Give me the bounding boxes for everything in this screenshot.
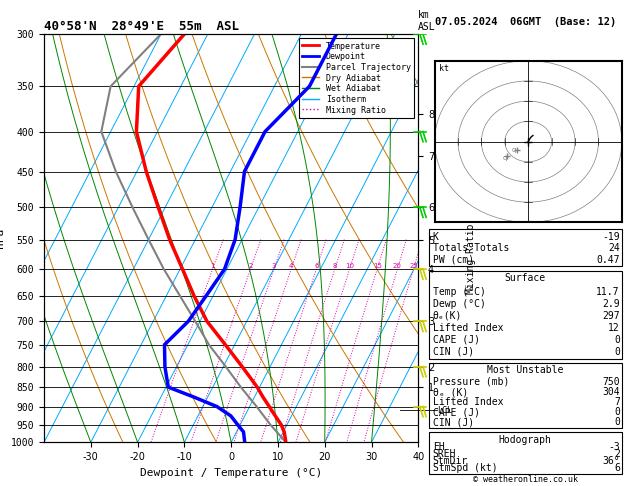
Text: q: q	[503, 155, 507, 161]
Text: Most Unstable: Most Unstable	[487, 365, 564, 376]
Text: CIN (J): CIN (J)	[433, 417, 474, 427]
Text: © weatheronline.co.uk: © weatheronline.co.uk	[473, 474, 577, 484]
Text: 10: 10	[345, 263, 354, 269]
Text: -3: -3	[608, 442, 620, 452]
Text: -19: -19	[602, 232, 620, 242]
Text: 4: 4	[289, 263, 293, 269]
Text: LCL: LCL	[437, 406, 452, 415]
Text: Dewp (°C): Dewp (°C)	[433, 299, 486, 309]
Text: 0.47: 0.47	[596, 255, 620, 265]
Text: 36°: 36°	[602, 456, 620, 466]
Text: km
ASL: km ASL	[418, 10, 436, 32]
Text: 0: 0	[614, 407, 620, 417]
Text: Mixing Ratio (g/kg): Mixing Ratio (g/kg)	[465, 182, 476, 294]
Text: 8: 8	[333, 263, 337, 269]
Text: q: q	[512, 147, 516, 153]
Text: 297: 297	[602, 311, 620, 321]
Text: 1: 1	[210, 263, 215, 269]
Text: θₑ(K): θₑ(K)	[433, 311, 462, 321]
Text: Lifted Index: Lifted Index	[433, 323, 503, 333]
Text: 25: 25	[409, 263, 418, 269]
Text: StmDir: StmDir	[433, 456, 468, 466]
Text: Totals Totals: Totals Totals	[433, 243, 509, 253]
Text: SREH: SREH	[433, 449, 456, 459]
Text: Surface: Surface	[504, 273, 546, 283]
Text: 12: 12	[608, 323, 620, 333]
Text: 750: 750	[602, 377, 620, 387]
Text: 0: 0	[614, 347, 620, 357]
Text: 24: 24	[608, 243, 620, 253]
Text: 0: 0	[614, 417, 620, 427]
Text: 15: 15	[373, 263, 382, 269]
Text: 2: 2	[614, 449, 620, 459]
Text: Pressure (mb): Pressure (mb)	[433, 377, 509, 387]
Text: kt: kt	[439, 64, 449, 73]
Text: StmSpd (kt): StmSpd (kt)	[433, 464, 498, 473]
Text: 20: 20	[393, 263, 402, 269]
Text: CAPE (J): CAPE (J)	[433, 407, 480, 417]
Text: 0: 0	[614, 335, 620, 345]
Text: 2: 2	[248, 263, 253, 269]
Text: Temp (°C): Temp (°C)	[433, 287, 486, 296]
Text: K: K	[433, 232, 438, 242]
Text: θₑ (K): θₑ (K)	[433, 387, 468, 397]
Text: EH: EH	[433, 442, 444, 452]
Text: 40°58'N  28°49'E  55m  ASL: 40°58'N 28°49'E 55m ASL	[44, 20, 239, 33]
Text: CAPE (J): CAPE (J)	[433, 335, 480, 345]
Text: Lifted Index: Lifted Index	[433, 397, 503, 407]
Text: Hodograph: Hodograph	[499, 435, 552, 445]
Text: 304: 304	[602, 387, 620, 397]
X-axis label: Dewpoint / Temperature (°C): Dewpoint / Temperature (°C)	[140, 468, 322, 478]
Text: 11.7: 11.7	[596, 287, 620, 296]
Legend: Temperature, Dewpoint, Parcel Trajectory, Dry Adiabat, Wet Adiabat, Isotherm, Mi: Temperature, Dewpoint, Parcel Trajectory…	[299, 38, 414, 118]
Text: 07.05.2024  06GMT  (Base: 12): 07.05.2024 06GMT (Base: 12)	[435, 17, 616, 27]
Y-axis label: hPa: hPa	[0, 228, 5, 248]
Text: 7: 7	[614, 397, 620, 407]
Text: CIN (J): CIN (J)	[433, 347, 474, 357]
Text: PW (cm): PW (cm)	[433, 255, 474, 265]
Text: 6: 6	[314, 263, 319, 269]
Text: 3: 3	[272, 263, 276, 269]
Text: 2.9: 2.9	[602, 299, 620, 309]
Text: 6: 6	[614, 464, 620, 473]
